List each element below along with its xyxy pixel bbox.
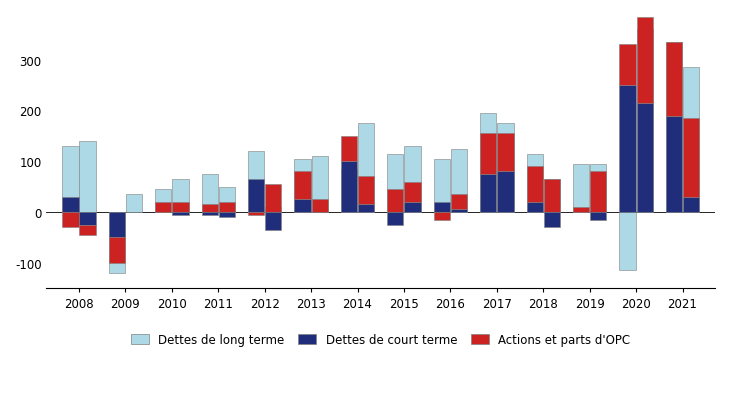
Bar	[544, 180, 560, 213]
Bar	[358, 205, 374, 213]
Bar	[590, 172, 607, 213]
Bar	[573, 207, 589, 213]
Bar	[312, 157, 328, 213]
Bar	[404, 182, 420, 202]
Bar	[109, 238, 125, 263]
Bar	[172, 213, 188, 215]
Bar	[126, 195, 142, 213]
Bar	[434, 202, 450, 213]
Bar	[619, 86, 636, 213]
Bar	[497, 172, 513, 213]
Bar	[109, 213, 125, 273]
Bar	[637, 103, 653, 213]
Bar	[265, 207, 281, 213]
Bar	[341, 137, 357, 162]
Bar	[312, 200, 328, 213]
Bar	[666, 43, 682, 213]
Bar	[341, 169, 357, 213]
Bar	[451, 149, 467, 213]
Bar	[387, 190, 404, 213]
Bar	[619, 45, 636, 86]
Bar	[80, 225, 96, 235]
Bar	[294, 172, 311, 200]
Bar	[219, 213, 235, 218]
Bar	[497, 124, 513, 213]
Bar	[201, 205, 218, 213]
Bar	[387, 213, 404, 225]
Bar	[526, 154, 543, 213]
Bar	[80, 213, 96, 225]
Bar	[480, 114, 496, 213]
Bar	[109, 213, 125, 238]
Bar	[294, 200, 311, 213]
Bar	[666, 116, 682, 213]
Bar	[248, 180, 264, 213]
Bar	[434, 160, 450, 213]
Legend: Dettes de long terme, Dettes de court terme, Actions et parts d'OPC: Dettes de long terme, Dettes de court te…	[126, 328, 635, 351]
Bar	[590, 164, 607, 213]
Bar	[201, 175, 218, 213]
Bar	[526, 202, 543, 213]
Bar	[434, 213, 450, 220]
Bar	[544, 180, 560, 213]
Bar	[666, 43, 682, 116]
Bar	[265, 213, 281, 230]
Bar	[526, 167, 543, 202]
Bar	[683, 197, 699, 213]
Bar	[387, 154, 404, 213]
Bar	[497, 134, 513, 172]
Bar	[201, 213, 218, 215]
Bar	[358, 124, 374, 213]
Bar	[544, 213, 560, 228]
Bar	[155, 202, 172, 213]
Bar	[62, 147, 79, 213]
Bar	[573, 164, 589, 213]
Bar	[451, 195, 467, 210]
Bar	[248, 213, 264, 215]
Bar	[341, 162, 357, 213]
Bar	[62, 197, 79, 213]
Bar	[248, 152, 264, 213]
Bar	[219, 202, 235, 213]
Bar	[404, 147, 420, 213]
Bar	[637, 18, 653, 103]
Bar	[683, 119, 699, 197]
Bar	[451, 210, 467, 213]
Bar	[172, 202, 188, 213]
Bar	[358, 177, 374, 205]
Bar	[219, 187, 235, 213]
Bar	[62, 213, 79, 228]
Bar	[683, 68, 699, 213]
Bar	[619, 213, 636, 271]
Bar	[590, 213, 607, 220]
Bar	[155, 190, 172, 213]
Bar	[480, 134, 496, 175]
Bar	[480, 175, 496, 213]
Bar	[80, 142, 96, 213]
Bar	[637, 30, 653, 213]
Bar	[404, 202, 420, 213]
Bar	[265, 184, 281, 213]
Bar	[294, 160, 311, 213]
Bar	[172, 180, 188, 213]
